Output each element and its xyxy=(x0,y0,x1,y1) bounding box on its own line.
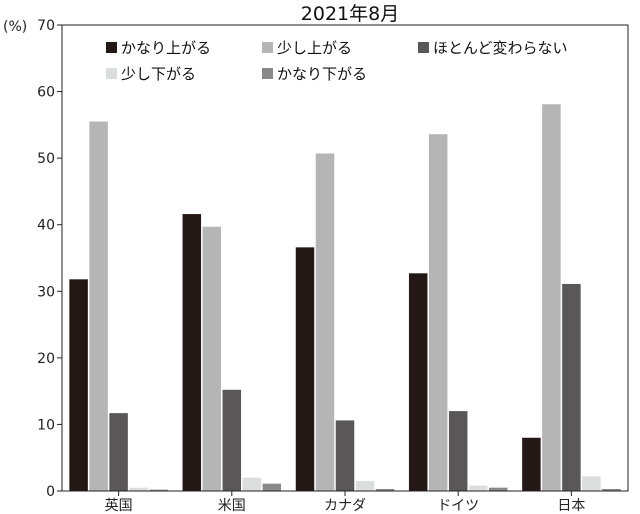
legend-swatch-2 xyxy=(418,42,429,53)
y-tick-label: 60 xyxy=(37,85,55,101)
bar-4-3 xyxy=(582,476,601,491)
x-tick-label: 英国 xyxy=(105,497,133,514)
bar-2-2 xyxy=(335,420,355,491)
legend-swatch-3 xyxy=(106,68,117,79)
bar-1-3 xyxy=(242,477,262,491)
bar-0-1 xyxy=(89,121,108,492)
y-tick-label: 20 xyxy=(37,351,55,367)
bars xyxy=(69,104,621,492)
bar-4-0 xyxy=(522,437,541,491)
y-tick-label: 70 xyxy=(37,18,55,34)
x-tick-label: カナダ xyxy=(324,498,366,514)
plot-frame xyxy=(61,24,629,492)
x-tick-label: ドイツ xyxy=(437,498,479,514)
bar-4-1 xyxy=(542,104,561,491)
y-tick-label: 50 xyxy=(37,151,55,167)
bar-3-4 xyxy=(488,487,508,491)
x-tick-label: 米国 xyxy=(218,498,246,514)
legend-label-1: 少し上がる xyxy=(277,39,352,57)
legend-swatch-1 xyxy=(262,42,273,53)
legend-swatch-0 xyxy=(106,42,117,53)
legend-label-3: 少し下がる xyxy=(121,65,196,83)
bar-2-1 xyxy=(315,153,335,492)
bar-1-2 xyxy=(222,389,242,491)
y-tick-label: 0 xyxy=(46,484,55,500)
chart-title: 2021年8月 xyxy=(301,3,399,25)
y-axis-label: (%) xyxy=(3,19,27,35)
legend-swatch-4 xyxy=(262,68,273,79)
bar-0-3 xyxy=(129,487,148,491)
bar-2-0 xyxy=(295,247,315,491)
bar-0-4 xyxy=(149,489,168,491)
bar-3-3 xyxy=(468,485,488,491)
y-tick-label: 30 xyxy=(37,284,55,300)
bar-0-0 xyxy=(69,279,88,491)
y-axis-ticks: 0 10 20 30 40 50 60 70 xyxy=(37,18,62,500)
bar-4-4 xyxy=(602,489,621,491)
legend-label-0: かなり上がる xyxy=(121,39,211,57)
bar-4-2 xyxy=(562,283,581,491)
legend-label-4: かなり下がる xyxy=(277,65,367,83)
bar-3-1 xyxy=(428,134,448,492)
x-axis-labels: 英国 米国 カナダ ドイツ 日本 xyxy=(105,491,585,514)
y-tick-label: 40 xyxy=(37,218,55,234)
bar-1-4 xyxy=(262,483,282,491)
y-tick-label: 10 xyxy=(37,417,55,433)
bar-3-2 xyxy=(448,411,468,491)
bar-3-0 xyxy=(408,273,428,491)
bar-1-0 xyxy=(182,214,202,491)
x-tick-label: 日本 xyxy=(557,498,585,514)
bar-2-4 xyxy=(375,489,395,491)
bar-2-3 xyxy=(355,481,375,491)
legend-label-2: ほとんど変わらない xyxy=(433,39,568,57)
bar-0-2 xyxy=(109,413,128,491)
bar-1-1 xyxy=(202,226,222,491)
